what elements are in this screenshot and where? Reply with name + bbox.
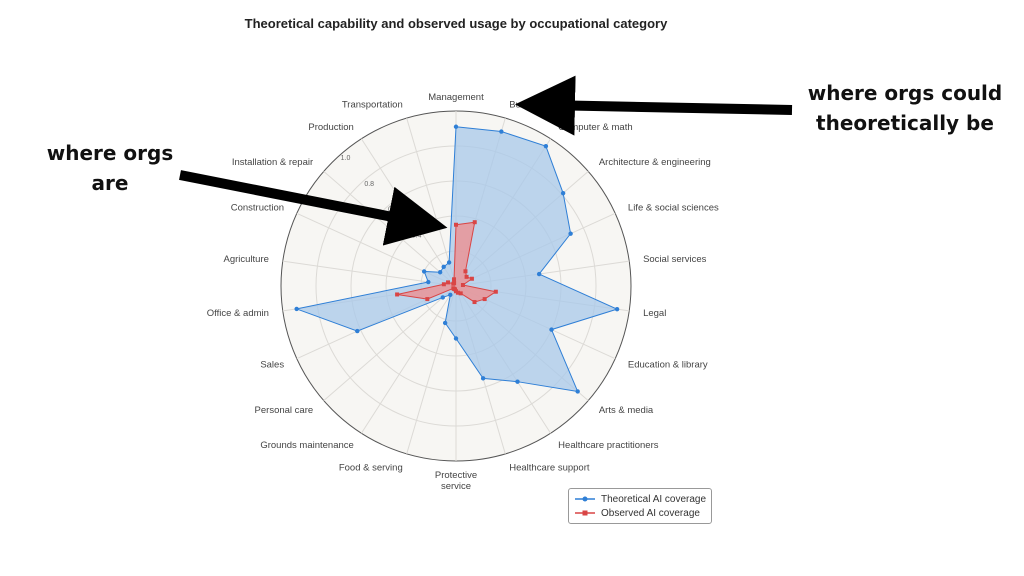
data-point-observed <box>441 282 446 287</box>
data-point-observed <box>454 222 458 227</box>
legend-label-theoretical: Theoretical AI coverage <box>601 493 707 505</box>
category-label: Computer & math <box>558 122 632 133</box>
data-point-theoretical <box>442 320 448 326</box>
annotation-where-orgs-could-be: where orgs could theoretically be <box>807 81 1003 135</box>
category-label: Architecture & engineering <box>599 157 711 168</box>
data-point-theoretical <box>499 129 504 134</box>
category-label: Personal care <box>255 405 314 416</box>
radar-spoke <box>323 285 457 401</box>
data-point-observed <box>472 220 477 225</box>
data-point-theoretical <box>441 264 446 270</box>
data-point-theoretical <box>294 306 299 312</box>
category-label: Office & admin <box>207 308 269 319</box>
data-point-observed <box>493 289 498 294</box>
data-point-theoretical <box>446 260 452 265</box>
radial-tick-label: 0.8 <box>364 181 374 188</box>
category-label: Management <box>428 92 484 103</box>
category-label: Production <box>308 122 353 133</box>
data-point-theoretical <box>568 231 573 236</box>
data-point-theoretical <box>480 376 486 381</box>
data-point-observed <box>446 280 451 285</box>
data-point-observed <box>395 292 400 297</box>
data-point-theoretical <box>426 279 431 285</box>
data-point-observed <box>482 297 487 302</box>
radial-tick-label: 0.6 <box>388 207 398 214</box>
radar-spoke <box>360 285 457 434</box>
category-label: Sales <box>260 360 284 371</box>
data-point-theoretical <box>421 269 427 274</box>
radial-tick-label: 1.0 <box>341 155 351 162</box>
data-point-theoretical <box>560 190 566 196</box>
data-point-observed <box>460 283 465 288</box>
category-label: Protective service <box>435 470 477 492</box>
data-point-theoretical <box>536 271 542 277</box>
legend-label-observed: Observed AI coverage <box>601 507 700 519</box>
data-point-theoretical <box>549 327 554 332</box>
category-label: Social services <box>643 254 707 265</box>
legend-item-observed: Observed AI coverage <box>575 506 700 520</box>
chart-legend: Theoretical AI coverage Observed AI cove… <box>568 488 712 524</box>
data-point-theoretical <box>437 270 443 275</box>
data-point-observed <box>451 286 456 291</box>
category-label: Business & finance <box>509 100 590 111</box>
data-point-theoretical <box>453 336 459 341</box>
data-point-observed <box>458 291 463 296</box>
data-point-observed <box>452 277 457 282</box>
category-label: Transportation <box>342 100 403 111</box>
data-point-observed <box>463 269 468 274</box>
legend-item-theoretical: Theoretical AI coverage <box>575 492 706 506</box>
data-point-theoretical <box>575 389 580 394</box>
category-label: Life & social sciences <box>628 202 719 213</box>
category-label: Installation & repair <box>232 157 313 168</box>
radial-tick-label: 0.4 <box>412 232 422 239</box>
category-label: Education & library <box>628 360 708 371</box>
data-point-observed <box>472 300 477 305</box>
data-point-observed <box>464 274 469 279</box>
data-point-observed <box>452 281 457 286</box>
category-label: Legal <box>643 308 666 319</box>
annotation-where-orgs-are: where orgs are <box>46 141 174 195</box>
category-label: Healthcare support <box>509 462 590 473</box>
data-point-theoretical <box>543 143 549 149</box>
data-point-theoretical <box>453 124 459 129</box>
category-label: Food & serving <box>339 462 403 473</box>
category-label: Healthcare practitioners <box>558 440 659 451</box>
data-point-theoretical <box>440 295 445 300</box>
data-point-observed <box>425 297 430 302</box>
category-label: Grounds maintenance <box>260 440 353 451</box>
data-point-observed <box>469 276 474 281</box>
data-point-theoretical <box>515 379 520 384</box>
category-label: Agriculture <box>224 254 269 265</box>
data-point-theoretical <box>355 328 360 334</box>
chart-title: Theoretical capability and observed usag… <box>244 16 668 31</box>
data-point-theoretical <box>614 306 620 312</box>
category-label: Arts & media <box>599 405 654 416</box>
category-label: Construction <box>231 202 284 213</box>
data-point-theoretical <box>448 292 453 298</box>
